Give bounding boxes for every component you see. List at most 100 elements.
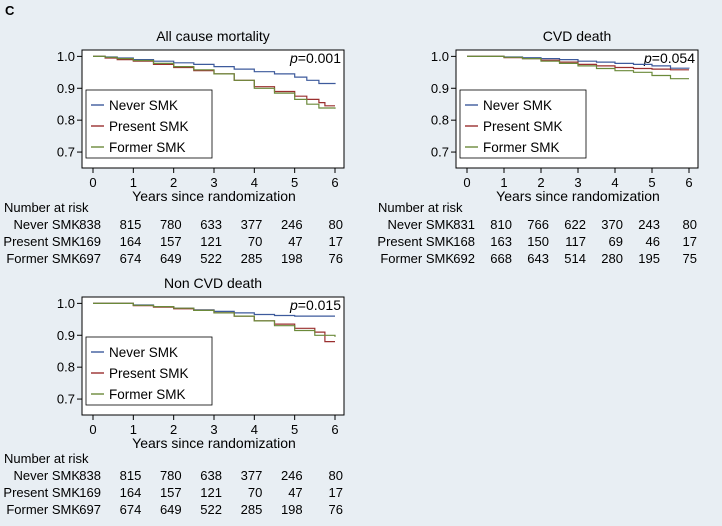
risk-value: 157 xyxy=(160,234,182,249)
risk-row-label: Present SMK xyxy=(3,485,80,500)
risk-value: 17 xyxy=(329,234,343,249)
risk-value: 780 xyxy=(160,468,182,483)
legend-label: Former SMK xyxy=(483,140,560,155)
risk-value: 780 xyxy=(160,217,182,232)
legend-label: Never SMK xyxy=(483,98,552,113)
legend-box xyxy=(459,89,587,159)
risk-value: 674 xyxy=(120,251,142,266)
legend-label: Former SMK xyxy=(109,387,186,402)
x-tick-label: 1 xyxy=(130,422,137,437)
y-tick-label: 0.8 xyxy=(431,113,449,128)
risk-value: 195 xyxy=(638,251,660,266)
x-tick-label: 4 xyxy=(251,175,258,190)
risk-table-header: Number at risk xyxy=(378,200,463,215)
risk-table-header: Number at risk xyxy=(4,451,89,466)
risk-value: 522 xyxy=(200,251,222,266)
risk-row-label: Present SMK xyxy=(377,234,454,249)
p-symbol: p xyxy=(289,50,298,66)
risk-value: 838 xyxy=(79,217,101,232)
risk-value: 163 xyxy=(490,234,512,249)
legend-label: Never SMK xyxy=(109,98,178,113)
risk-value: 697 xyxy=(79,251,101,266)
risk-value: 514 xyxy=(564,251,586,266)
chart-panel-3: Non CVD death 1.0 0.9 0.8 0.7 0 1 2 3 4 5 6 Years si… xyxy=(3,275,345,517)
risk-row-label: Former SMK xyxy=(380,251,454,266)
x-tick-label: 5 xyxy=(291,175,298,190)
risk-value: 649 xyxy=(160,251,182,266)
risk-value: 46 xyxy=(646,234,660,249)
risk-value: 164 xyxy=(120,234,142,249)
legend-label: Present SMK xyxy=(483,119,563,134)
risk-value: 246 xyxy=(281,468,303,483)
p-value-label: p=0.054 xyxy=(643,50,695,66)
chart-panel-1: All cause mortality 1.0 0.9 0.8 0.7 0 1 2 3 4 5 6 Ye… xyxy=(3,28,345,266)
risk-value: 674 xyxy=(120,502,142,517)
y-tick-label: 0.7 xyxy=(57,392,75,407)
y-tick-label: 0.8 xyxy=(57,360,75,375)
risk-value: 70 xyxy=(248,234,262,249)
y-tick-label: 1.0 xyxy=(57,296,75,311)
risk-value: 831 xyxy=(453,217,475,232)
y-tick-label: 0.9 xyxy=(431,81,449,96)
risk-value: 370 xyxy=(601,217,623,232)
risk-value: 697 xyxy=(79,502,101,517)
risk-value: 633 xyxy=(200,217,222,232)
y-tick-label: 0.9 xyxy=(57,81,75,96)
y-tick-label: 0.7 xyxy=(431,145,449,160)
x-tick-label: 1 xyxy=(500,175,507,190)
legend-label: Former SMK xyxy=(109,140,186,155)
x-tick-label: 4 xyxy=(611,175,618,190)
risk-value: 643 xyxy=(527,251,549,266)
p-symbol: p xyxy=(643,50,652,66)
risk-value: 76 xyxy=(329,251,343,266)
x-tick-label: 1 xyxy=(130,175,137,190)
risk-value: 246 xyxy=(281,217,303,232)
p-value: =0.054 xyxy=(652,50,695,66)
risk-value: 117 xyxy=(565,234,586,249)
x-tick-label: 2 xyxy=(170,175,177,190)
risk-value: 377 xyxy=(241,217,263,232)
risk-value: 692 xyxy=(453,251,475,266)
risk-value: 649 xyxy=(160,502,182,517)
risk-row-label: Present SMK xyxy=(3,234,80,249)
risk-value: 121 xyxy=(200,485,222,500)
risk-row-label: Former SMK xyxy=(6,251,80,266)
x-tick-label: 2 xyxy=(537,175,544,190)
risk-value: 164 xyxy=(120,485,142,500)
risk-value: 150 xyxy=(527,234,549,249)
survival-curve-former-smk xyxy=(93,302,336,337)
x-tick-label: 5 xyxy=(291,422,298,437)
risk-value: 80 xyxy=(329,217,343,232)
risk-value: 838 xyxy=(79,468,101,483)
survival-curve-former-smk xyxy=(93,55,336,109)
y-tick-label: 0.8 xyxy=(57,113,75,128)
x-tick-label: 5 xyxy=(648,175,655,190)
p-value-label: p=0.001 xyxy=(289,50,341,66)
risk-value: 198 xyxy=(281,251,303,266)
risk-table-header: Number at risk xyxy=(4,200,89,215)
x-tick-label: 6 xyxy=(331,175,338,190)
legend-label: Present SMK xyxy=(109,366,189,381)
risk-value: 168 xyxy=(453,234,475,249)
chart-title: Non CVD death xyxy=(164,275,262,291)
y-tick-label: 0.7 xyxy=(57,145,75,160)
legend-label: Present SMK xyxy=(109,119,189,134)
risk-row-label: Never SMK xyxy=(14,468,81,483)
chart-panel-2: CVD death 1.0 0.9 0.8 0.7 0 1 2 3 4 5 6 Years since … xyxy=(377,28,699,266)
risk-value: 815 xyxy=(120,468,142,483)
risk-value: 17 xyxy=(329,485,343,500)
x-tick-label: 2 xyxy=(170,422,177,437)
x-axis-label: Years since randomization xyxy=(132,188,296,204)
charts-container: All cause mortality 1.0 0.9 0.8 0.7 0 1 2 3 4 5 6 Ye… xyxy=(3,28,699,517)
p-symbol: p xyxy=(289,297,298,313)
risk-value: 766 xyxy=(527,217,549,232)
risk-value: 80 xyxy=(329,468,343,483)
risk-value: 80 xyxy=(683,217,697,232)
risk-value: 243 xyxy=(638,217,660,232)
x-axis-label: Years since randomization xyxy=(132,435,296,451)
legend-box xyxy=(85,89,213,159)
risk-value: 815 xyxy=(120,217,142,232)
risk-value: 69 xyxy=(609,234,623,249)
x-tick-label: 3 xyxy=(210,175,217,190)
